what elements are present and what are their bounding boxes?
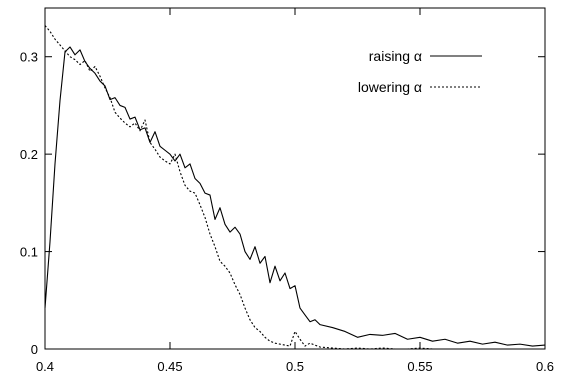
x-tick-label: 0.45 — [157, 359, 182, 374]
x-tick-label: 0.5 — [286, 359, 304, 374]
y-tick-label: 0 — [31, 342, 38, 357]
x-tick-label: 0.55 — [407, 359, 432, 374]
series-line-raising — [45, 47, 545, 346]
y-tick-label: 0.3 — [20, 50, 38, 65]
series-line-lowering — [45, 26, 545, 349]
y-tick-label: 0.2 — [20, 147, 38, 162]
legend: raising α lowering α — [358, 48, 482, 95]
axis-ticks: 0.4 0.45 0.5 0.55 0.6 0 0.1 0.2 0.3 — [20, 8, 554, 374]
legend-label-raising: raising α — [369, 48, 422, 64]
x-tick-label: 0.4 — [36, 359, 54, 374]
x-tick-label: 0.6 — [536, 359, 554, 374]
series-layer — [45, 26, 545, 349]
plot-frame — [45, 8, 545, 349]
legend-label-lowering: lowering α — [358, 79, 422, 95]
y-tick-label: 0.1 — [20, 245, 38, 260]
